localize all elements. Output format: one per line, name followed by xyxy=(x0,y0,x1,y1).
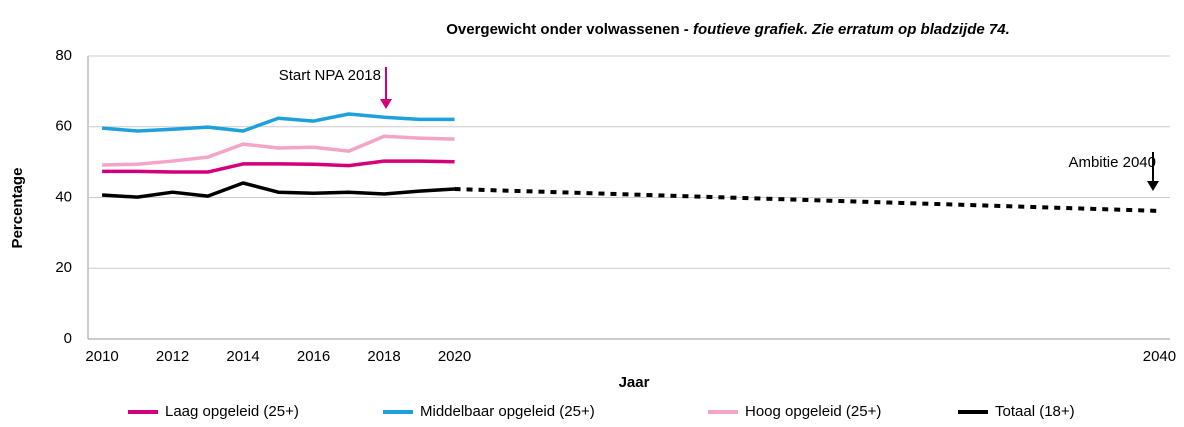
x-tick-label: 2020 xyxy=(438,348,471,365)
line-series xyxy=(101,112,455,133)
annotation-text: Ambitie 2040 xyxy=(1068,154,1156,171)
annotation-text: Start NPA 2018 xyxy=(279,67,381,84)
line-series xyxy=(101,181,455,199)
x-tick-label: 2016 xyxy=(297,348,330,365)
x-tick-label: 2040 xyxy=(1143,348,1176,365)
x-tick-label: 2010 xyxy=(85,348,118,365)
y-tick-label: 60 xyxy=(55,118,72,135)
annotation-arrowhead xyxy=(1147,181,1159,191)
projection-line xyxy=(454,187,1160,213)
x-tick-label: 2018 xyxy=(367,348,400,365)
x-tick-label: 2014 xyxy=(226,348,259,365)
x-axis-label: Jaar xyxy=(619,374,650,391)
legend-label: Hoog opgeleid (25+) xyxy=(745,403,881,420)
legend-label: Middelbaar opgeleid (25+) xyxy=(420,403,595,420)
legend-label: Laag opgeleid (25+) xyxy=(165,403,299,420)
y-tick-label: 40 xyxy=(55,188,72,205)
line-series xyxy=(102,159,455,174)
y-axis-label: Percentage xyxy=(9,168,26,249)
title-main: Overgewicht onder volwassenen - xyxy=(446,21,693,38)
legend-label: Totaal (18+) xyxy=(995,403,1075,420)
x-tick-label: 2012 xyxy=(156,348,189,365)
annotation-arrowhead xyxy=(380,99,392,109)
line-series xyxy=(102,134,455,167)
chart-title: Overgewicht onder volwassenen - foutieve… xyxy=(446,21,1010,38)
title-note: foutieve grafiek. Zie erratum op bladzij… xyxy=(693,21,1010,38)
y-tick-label: 20 xyxy=(55,259,72,276)
y-tick-label: 80 xyxy=(55,47,72,64)
y-tick-label: 0 xyxy=(64,330,72,347)
